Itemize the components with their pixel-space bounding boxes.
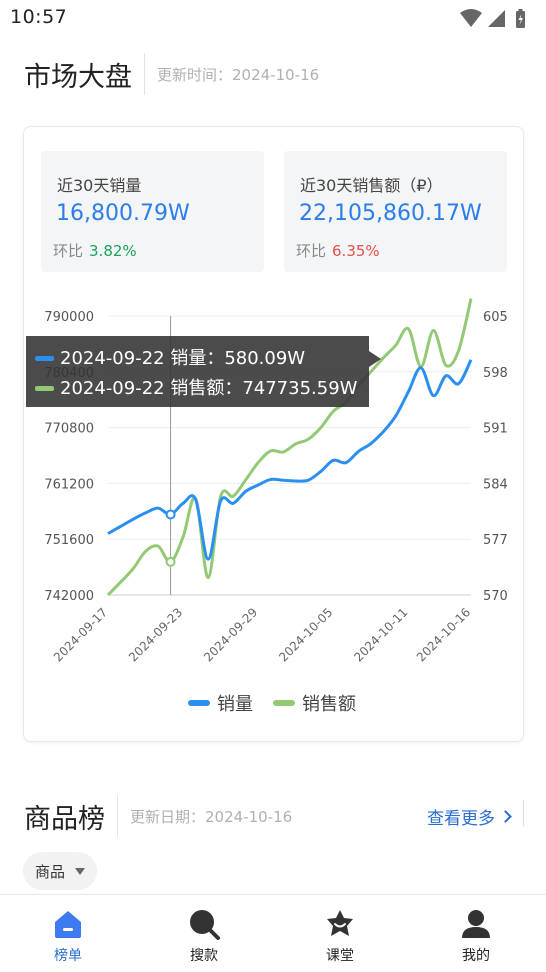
compare-label: 环比: [296, 242, 327, 260]
tab-profile[interactable]: 我的: [408, 895, 544, 972]
tooltip-swatch: [35, 386, 54, 391]
ranking-updated-date: 更新日期：2024-10-16: [130, 807, 293, 826]
tab-classroom[interactable]: 课堂: [272, 895, 408, 972]
stat-label: 近30天销售额（₽）: [300, 176, 443, 195]
x-tick-label: 2024-09-17: [51, 605, 110, 664]
market-title: 市场大盘: [24, 61, 132, 93]
y-left-tick-label: 742000: [44, 589, 94, 604]
stat-value: 22,105,860.17W: [299, 201, 482, 226]
y-right-tick-label: 591: [483, 422, 508, 437]
view-more-link[interactable]: 查看更多: [427, 804, 512, 829]
market-updated-time: 更新时间：2024-10-16: [157, 65, 320, 84]
ranking-header: 商品榜 更新日期：2024-10-16: [24, 794, 292, 838]
crosshair-point: [165, 556, 176, 567]
status-icons: [460, 9, 525, 28]
sales-trend-chart[interactable]: 7420007516007612007708007804007900005705…: [24, 127, 525, 743]
legend-label: 销售额: [302, 694, 356, 715]
stat-sales-amount[interactable]: 近30天销售额（₽） 22,105,860.17W 环比 6.35%: [284, 151, 507, 272]
header-divider: [144, 53, 145, 95]
y-right-tick-label: 577: [483, 533, 508, 548]
home-icon: [55, 911, 81, 938]
compare-pct: 3.82%: [89, 242, 137, 260]
tab-label: 榜单: [54, 948, 82, 964]
tab-label: 我的: [462, 948, 490, 964]
legend-swatch: [273, 700, 295, 706]
search-icon: [190, 910, 220, 940]
tooltip-swatch: [35, 356, 54, 361]
x-tick-label: 2024-10-11: [351, 605, 410, 664]
legend-swatch: [188, 700, 210, 706]
tooltip-arrow: [369, 351, 381, 367]
stat-value: 16,800.79W: [56, 201, 190, 226]
y-right-tick-label: 584: [483, 477, 508, 492]
filter-label: 商品: [35, 862, 66, 881]
compare-label: 环比: [53, 242, 84, 260]
y-left-tick-label: 790000: [44, 310, 94, 325]
y-right-tick-label: 598: [483, 366, 508, 381]
status-time: 10:57: [10, 6, 68, 28]
wifi-icon: [460, 9, 482, 27]
stat-label: 近30天销量: [57, 176, 142, 195]
classroom-icon: [327, 910, 353, 936]
tab-ranking[interactable]: 榜单: [0, 895, 136, 972]
stat-compare: 环比 6.35%: [296, 240, 380, 261]
tab-label: 课堂: [326, 948, 354, 964]
legend-label: 销量: [217, 694, 253, 715]
chart-tooltip: [26, 336, 369, 407]
x-tick-label: 2024-09-23: [126, 605, 185, 664]
y-right-tick-label: 605: [483, 310, 508, 325]
y-left-tick-label: 751600: [44, 533, 94, 548]
status-bar: 10:57: [0, 0, 546, 36]
edge-divider: [523, 800, 524, 826]
tab-label: 搜款: [190, 948, 218, 964]
tab-search[interactable]: 搜款: [136, 895, 272, 972]
bottom-tab-bar: 榜单 搜款 课堂 我的: [0, 894, 546, 972]
ranking-title: 商品榜: [24, 803, 105, 835]
crosshair-point: [165, 509, 176, 520]
stat-compare: 环比 3.82%: [53, 240, 137, 261]
y-left-tick-label: 770800: [44, 422, 94, 437]
stat-sales-volume[interactable]: 近30天销量 16,800.79W 环比 3.82%: [41, 151, 264, 272]
tooltip-line: 2024-09-22 销售额：747735.59W: [60, 378, 358, 399]
market-header: 市场大盘 更新时间：2024-10-16: [24, 52, 319, 96]
signal-icon: [488, 10, 505, 27]
y-left-tick-label: 761200: [44, 477, 94, 492]
category-filter-dropdown[interactable]: 商品: [23, 852, 98, 890]
caret-down-icon: [75, 867, 86, 875]
compare-pct: 6.35%: [332, 242, 380, 260]
view-more-label: 查看更多: [427, 809, 495, 829]
market-card: 近30天销量 16,800.79W 环比 3.82% 近30天销售额（₽） 22,…: [23, 126, 524, 742]
x-tick-label: 2024-10-16: [414, 605, 473, 664]
y-right-tick-label: 570: [483, 589, 508, 604]
profile-icon: [462, 910, 490, 938]
tooltip-line: 2024-09-22 销量：580.09W: [60, 348, 305, 369]
x-tick-label: 2024-10-05: [276, 605, 335, 664]
x-tick-label: 2024-09-29: [201, 605, 260, 664]
header-divider: [117, 795, 118, 837]
chevron-right-icon: [499, 810, 512, 823]
